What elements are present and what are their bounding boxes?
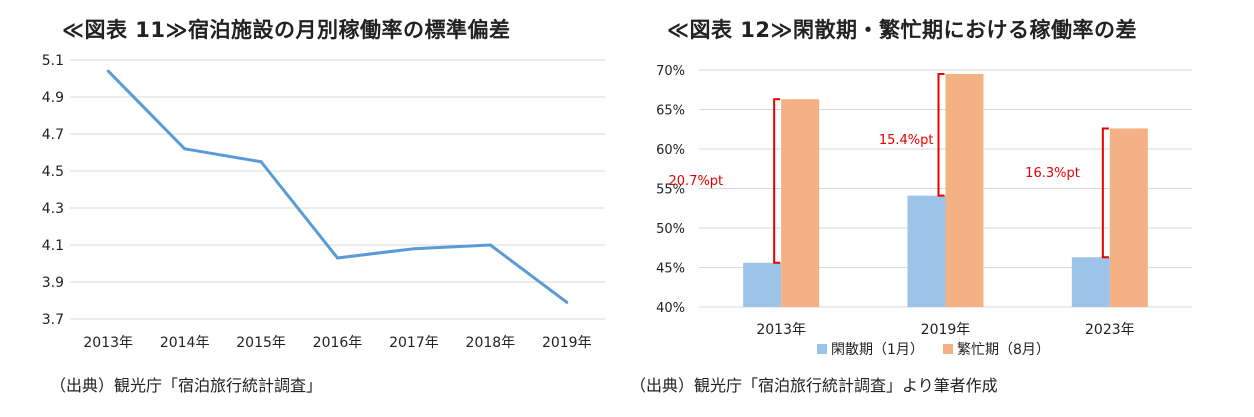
x-tick-label: 2016年 [313, 335, 363, 351]
legend-swatch [943, 344, 953, 354]
source-note-right: （出典）観光庁「宿泊旅行統計調査」より筆者作成 [630, 376, 998, 395]
x-tick-label: 2019年 [921, 322, 971, 338]
y-tick-label: 5.1 [42, 53, 64, 69]
gap-bracket [773, 98, 781, 264]
gap-bracket [1101, 127, 1109, 259]
y-tick-label: 4.3 [42, 201, 64, 217]
y-tick-label: 3.7 [42, 312, 64, 328]
x-tick-label: 2019年 [542, 335, 592, 351]
x-tick-label: 2013年 [756, 322, 806, 338]
data-point [259, 160, 263, 164]
bar-chart: 40% 45% 50% 55% 60% 65% 70% 2013年 20.7%pt 2019年 15… [656, 64, 1192, 358]
series-line [107, 70, 568, 304]
data-point [336, 256, 339, 260]
data-point [183, 147, 187, 151]
x-tick-label: 2018年 [466, 335, 516, 351]
line-chart: 3.7 3.9 4.1 4.3 4.5 4.7 4.9 5.1 2013年 2014年 2015年 2… [42, 53, 605, 351]
data-point [565, 300, 569, 304]
legend-label: 繁忙期（8月） [957, 342, 1050, 358]
chart-title-right: ≪図表 12≫閑散期・繁忙期における稼働率の差 [667, 18, 1138, 42]
bar-peak [945, 73, 984, 307]
x-tick-label: 2014年 [160, 335, 210, 351]
bar-offpeak [907, 195, 946, 307]
y-tick-label: 70% [656, 64, 685, 79]
chart-panel-right: ≪図表 12≫閑散期・繁忙期における稼働率の差 40% 45% 50% 55% 60% 6… [627, 0, 1254, 417]
y-tick-label: 60% [656, 143, 685, 158]
chart-title-left: ≪図表 11≫宿泊施設の月別稼働率の標準偏差 [62, 18, 511, 42]
y-tick-label: 55% [656, 183, 685, 198]
data-point [106, 69, 110, 73]
y-tick-label: 45% [656, 262, 685, 277]
gap-bracket [937, 72, 945, 197]
x-tick-label: 2015年 [236, 335, 286, 351]
x-tick-label: 2023年 [1085, 322, 1135, 338]
chart-panel-left: ≪図表 11≫宿泊施設の月別稼働率の標準偏差 3.7 3.9 4.1 4.3 4.5 4.… [42, 18, 605, 395]
y-tick-label: 4.1 [42, 238, 64, 254]
bar-offpeak [1071, 257, 1110, 307]
x-tick-label: 2017年 [389, 335, 439, 351]
legend-label: 閑散期（1月） [831, 342, 924, 358]
source-note-left: （出典）観光庁「宿泊旅行統計調査」 [50, 376, 323, 395]
y-tick-label: 65% [656, 104, 685, 119]
y-tick-label: 3.9 [42, 275, 64, 291]
gap-annotation: 15.4%pt [879, 133, 934, 148]
bar-peak [1109, 128, 1148, 307]
gap-annotation: 16.3%pt [1025, 166, 1080, 181]
gap-annotation: 20.7%pt [669, 174, 724, 189]
y-tick-label: 50% [656, 222, 685, 237]
y-tick-label: 4.5 [42, 164, 64, 180]
bar-offpeak [743, 262, 782, 307]
data-point [488, 243, 492, 247]
x-tick-label: 2013年 [83, 335, 133, 351]
y-tick-label: 4.7 [42, 127, 64, 143]
y-tick-label: 40% [656, 301, 685, 316]
y-tick-label: 4.9 [42, 90, 64, 106]
bar-peak [781, 99, 820, 307]
data-point [412, 247, 416, 251]
legend-swatch [817, 344, 827, 354]
